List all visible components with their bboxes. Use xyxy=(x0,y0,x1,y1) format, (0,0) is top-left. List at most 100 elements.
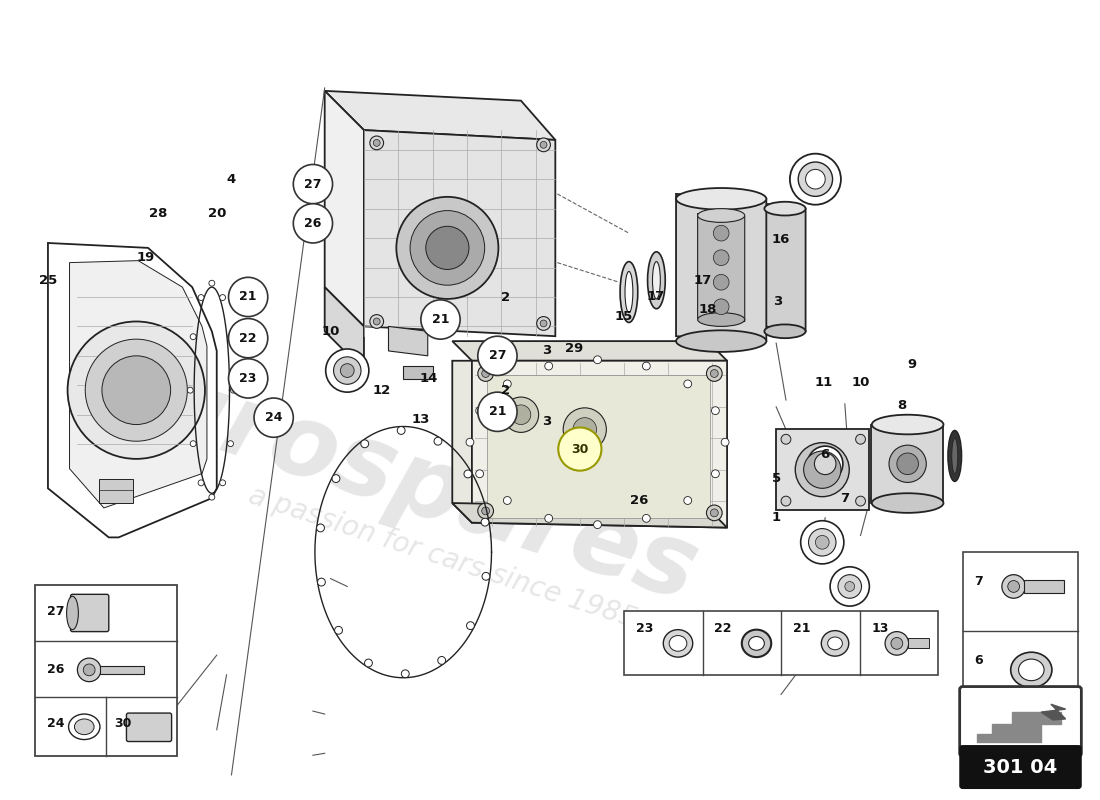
Circle shape xyxy=(504,497,512,505)
Ellipse shape xyxy=(67,596,78,630)
Circle shape xyxy=(1008,581,1020,592)
Circle shape xyxy=(684,380,692,388)
Polygon shape xyxy=(764,204,805,331)
Circle shape xyxy=(477,392,517,431)
Circle shape xyxy=(594,356,602,364)
Circle shape xyxy=(594,521,602,529)
Circle shape xyxy=(482,572,490,580)
Polygon shape xyxy=(1041,704,1066,720)
Circle shape xyxy=(838,574,861,598)
Bar xyxy=(1024,579,1064,594)
Ellipse shape xyxy=(764,202,805,215)
Polygon shape xyxy=(977,712,1060,742)
Ellipse shape xyxy=(625,271,632,313)
Polygon shape xyxy=(452,503,727,527)
Ellipse shape xyxy=(669,635,686,651)
Text: 23: 23 xyxy=(636,622,653,635)
Ellipse shape xyxy=(952,438,958,474)
Circle shape xyxy=(190,441,196,446)
Circle shape xyxy=(706,505,723,521)
FancyBboxPatch shape xyxy=(126,713,172,742)
Ellipse shape xyxy=(697,313,745,326)
Text: 13: 13 xyxy=(411,413,430,426)
Circle shape xyxy=(573,418,596,442)
Bar xyxy=(486,375,711,518)
Circle shape xyxy=(808,529,836,556)
Bar xyxy=(35,585,177,756)
Circle shape xyxy=(67,322,205,459)
Bar xyxy=(777,430,869,510)
Text: 6: 6 xyxy=(975,654,983,666)
Polygon shape xyxy=(871,425,943,503)
Circle shape xyxy=(781,434,791,444)
Circle shape xyxy=(711,509,718,517)
Circle shape xyxy=(482,370,490,378)
Ellipse shape xyxy=(75,719,95,734)
Ellipse shape xyxy=(620,262,638,322)
Ellipse shape xyxy=(1019,659,1044,681)
Text: 3: 3 xyxy=(542,345,551,358)
Circle shape xyxy=(642,362,650,370)
Text: 2: 2 xyxy=(500,384,509,397)
Ellipse shape xyxy=(1011,652,1052,687)
Text: 11: 11 xyxy=(814,376,833,389)
FancyBboxPatch shape xyxy=(959,686,1081,756)
Circle shape xyxy=(540,142,547,148)
Text: 8: 8 xyxy=(898,399,906,412)
Text: 7: 7 xyxy=(975,575,983,588)
Circle shape xyxy=(712,470,719,478)
Text: 28: 28 xyxy=(148,207,167,220)
Text: 10: 10 xyxy=(851,376,870,389)
Text: 16: 16 xyxy=(772,233,790,246)
Ellipse shape xyxy=(795,442,849,497)
Ellipse shape xyxy=(896,453,918,474)
Ellipse shape xyxy=(68,714,100,739)
Ellipse shape xyxy=(827,637,843,650)
Text: 24: 24 xyxy=(47,718,65,730)
Text: 30: 30 xyxy=(571,442,588,455)
Text: 22: 22 xyxy=(714,622,732,635)
Circle shape xyxy=(294,204,332,243)
Circle shape xyxy=(220,294,225,301)
Circle shape xyxy=(482,507,490,515)
Circle shape xyxy=(198,480,204,486)
Ellipse shape xyxy=(872,414,944,434)
Circle shape xyxy=(845,582,855,591)
Text: 14: 14 xyxy=(419,372,438,385)
Polygon shape xyxy=(697,214,745,322)
Text: 23: 23 xyxy=(240,372,256,385)
Ellipse shape xyxy=(648,252,666,309)
Circle shape xyxy=(477,366,494,382)
Text: 26: 26 xyxy=(305,217,321,230)
Circle shape xyxy=(228,441,233,446)
Text: 7: 7 xyxy=(840,492,849,505)
Circle shape xyxy=(190,334,196,340)
Circle shape xyxy=(466,622,474,630)
Text: 27: 27 xyxy=(305,178,321,190)
Polygon shape xyxy=(388,326,428,356)
Bar xyxy=(100,666,144,674)
Circle shape xyxy=(466,438,474,446)
Polygon shape xyxy=(452,341,727,361)
Circle shape xyxy=(84,664,95,676)
Text: a passion for cars since 1985: a passion for cars since 1985 xyxy=(245,481,640,633)
Polygon shape xyxy=(324,287,364,370)
Text: 18: 18 xyxy=(698,303,716,316)
Ellipse shape xyxy=(805,170,825,189)
Circle shape xyxy=(544,362,552,370)
Circle shape xyxy=(477,336,517,375)
Circle shape xyxy=(228,334,233,340)
Circle shape xyxy=(713,226,729,241)
Ellipse shape xyxy=(764,325,805,338)
Circle shape xyxy=(815,535,829,549)
FancyBboxPatch shape xyxy=(70,594,109,632)
Circle shape xyxy=(713,274,729,290)
Circle shape xyxy=(706,366,723,382)
Text: 27: 27 xyxy=(488,350,506,362)
FancyBboxPatch shape xyxy=(960,746,1080,788)
Text: 1: 1 xyxy=(771,511,781,524)
Circle shape xyxy=(512,405,531,425)
Text: eurospares: eurospares xyxy=(78,334,710,622)
Circle shape xyxy=(402,670,409,678)
Ellipse shape xyxy=(741,630,771,657)
